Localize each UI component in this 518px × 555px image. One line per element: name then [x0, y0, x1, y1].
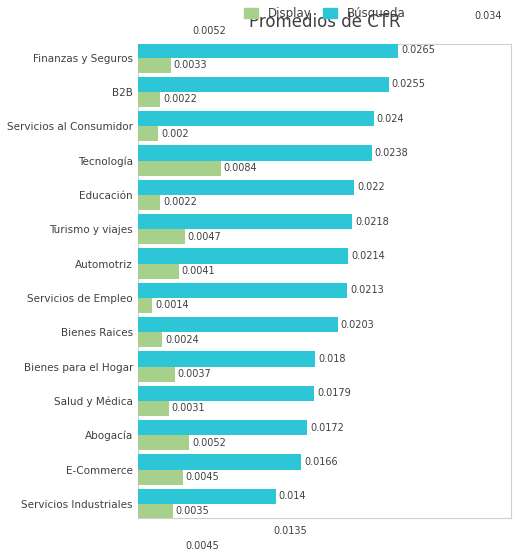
Bar	[138, 332, 162, 347]
Bar	[138, 435, 190, 451]
Text: 0.0255: 0.0255	[392, 79, 425, 89]
Bar	[138, 538, 183, 553]
Text: 0.0179: 0.0179	[317, 388, 351, 398]
Text: 0.002: 0.002	[161, 129, 189, 139]
Bar	[138, 264, 179, 279]
Text: 0.0172: 0.0172	[310, 422, 344, 432]
Text: 0.0035: 0.0035	[176, 507, 209, 517]
Text: 0.0166: 0.0166	[304, 457, 338, 467]
Bar	[138, 8, 472, 23]
Text: 0.0014: 0.0014	[155, 300, 189, 310]
Bar	[138, 366, 175, 382]
Text: 0.0238: 0.0238	[375, 148, 409, 158]
Bar	[138, 420, 307, 435]
Bar	[138, 214, 352, 229]
Bar	[138, 92, 160, 107]
Bar	[138, 23, 190, 38]
Legend: Display, Búsqueda: Display, Búsqueda	[239, 2, 410, 25]
Bar	[138, 195, 160, 210]
Text: 0.0041: 0.0041	[182, 266, 215, 276]
Text: 0.0218: 0.0218	[355, 216, 389, 226]
Text: 0.0203: 0.0203	[340, 320, 374, 330]
Text: 0.0031: 0.0031	[172, 403, 206, 413]
Bar	[138, 111, 374, 126]
Bar	[138, 282, 348, 298]
Bar	[138, 386, 314, 401]
Bar	[138, 58, 171, 73]
Bar	[138, 160, 221, 176]
Text: 0.0045: 0.0045	[185, 541, 219, 551]
Bar	[138, 317, 338, 332]
Bar	[138, 229, 184, 244]
Text: 0.0033: 0.0033	[174, 60, 207, 70]
Text: 0.018: 0.018	[318, 354, 346, 364]
Bar	[138, 454, 301, 470]
Text: 0.0213: 0.0213	[350, 285, 384, 295]
Text: 0.0265: 0.0265	[401, 45, 435, 55]
Text: 0.014: 0.014	[279, 491, 306, 501]
Text: 0.0052: 0.0052	[192, 438, 226, 448]
Bar	[138, 351, 315, 366]
Text: 0.022: 0.022	[357, 182, 385, 192]
Bar	[138, 248, 348, 264]
Text: 0.0052: 0.0052	[192, 26, 226, 36]
Text: 0.0022: 0.0022	[163, 94, 197, 104]
Bar	[138, 401, 169, 416]
Bar	[138, 523, 271, 538]
Text: 0.0135: 0.0135	[274, 526, 308, 536]
Bar	[138, 470, 183, 485]
Bar	[138, 488, 276, 504]
Bar	[138, 77, 388, 92]
Text: 0.0214: 0.0214	[351, 251, 385, 261]
Title: Promedios de CTR: Promedios de CTR	[249, 13, 400, 31]
Bar	[138, 180, 354, 195]
Text: 0.0084: 0.0084	[224, 163, 257, 173]
Text: 0.024: 0.024	[377, 114, 405, 124]
Bar	[138, 298, 152, 313]
Text: 0.0024: 0.0024	[165, 335, 199, 345]
Bar	[138, 145, 372, 160]
Text: 0.034: 0.034	[475, 11, 502, 21]
Bar	[138, 504, 173, 519]
Bar	[138, 126, 158, 142]
Text: 0.0037: 0.0037	[178, 369, 211, 379]
Text: 0.0022: 0.0022	[163, 198, 197, 208]
Bar	[138, 42, 398, 58]
Text: 0.0047: 0.0047	[188, 232, 221, 242]
Text: 0.0045: 0.0045	[185, 472, 219, 482]
